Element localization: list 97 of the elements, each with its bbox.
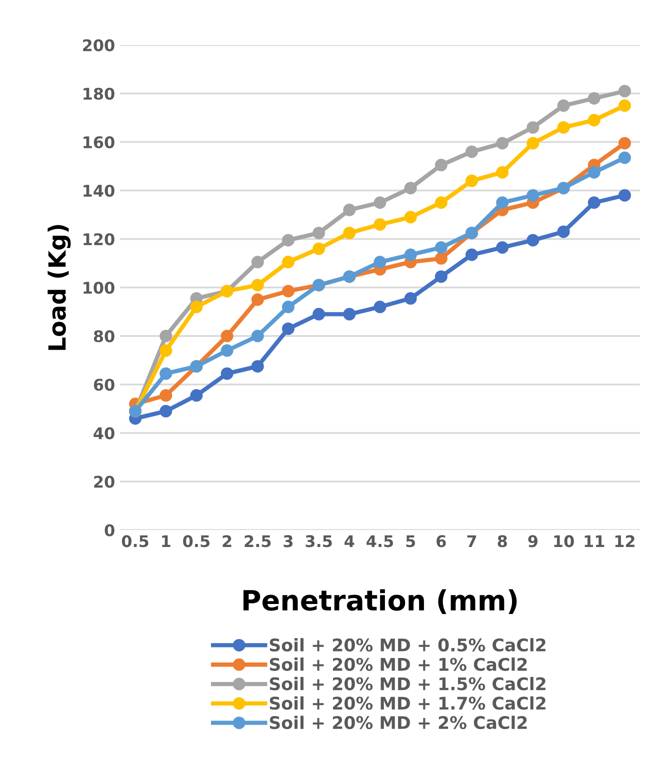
point xyxy=(160,404,172,418)
point xyxy=(190,389,203,402)
point xyxy=(434,158,448,172)
point xyxy=(618,84,631,98)
point xyxy=(160,344,172,357)
point xyxy=(282,284,294,298)
point xyxy=(312,242,326,255)
point xyxy=(343,226,356,240)
point xyxy=(434,270,448,283)
point xyxy=(282,256,294,268)
point xyxy=(251,278,264,292)
point xyxy=(220,344,234,357)
y-tick-label: 120 xyxy=(84,233,114,246)
x-tick-label: 2.5 xyxy=(244,535,271,548)
point xyxy=(557,225,570,238)
point xyxy=(557,99,570,112)
x-tick-label: 2 xyxy=(222,535,232,547)
point xyxy=(526,189,540,202)
point xyxy=(466,145,478,158)
y-tick-label: 160 xyxy=(84,136,114,148)
point xyxy=(160,389,172,402)
point xyxy=(618,189,631,202)
y-tick-label: 200 xyxy=(83,39,114,52)
point xyxy=(312,226,326,240)
point xyxy=(526,234,540,246)
x-tick-label: 4.5 xyxy=(366,535,394,548)
point xyxy=(588,114,600,126)
point xyxy=(282,234,294,246)
y-tick-label: 100 xyxy=(84,282,114,294)
y-tick-label: 20 xyxy=(94,476,114,488)
point xyxy=(466,248,478,262)
point xyxy=(496,241,509,254)
point xyxy=(588,166,600,179)
point xyxy=(251,330,264,342)
point xyxy=(251,360,264,373)
point xyxy=(374,300,386,314)
point xyxy=(251,256,264,268)
point xyxy=(374,196,386,209)
point xyxy=(496,136,509,150)
point xyxy=(496,166,509,179)
point xyxy=(190,300,203,314)
point xyxy=(220,330,234,342)
legend-label: Soil + 20% MD + 1.5% CaCl2 xyxy=(270,676,546,690)
point xyxy=(496,196,509,209)
point xyxy=(526,121,540,134)
point xyxy=(374,256,386,268)
x-tick-label: 1 xyxy=(162,535,170,547)
point xyxy=(343,204,356,216)
x-tick-label: 0.5 xyxy=(122,535,148,548)
x-tick-label: 4 xyxy=(344,535,354,547)
x-tick-label: 11 xyxy=(584,535,604,547)
point xyxy=(588,196,600,209)
point xyxy=(404,292,417,305)
point xyxy=(404,182,417,194)
point xyxy=(160,367,172,380)
y-tick-label: 180 xyxy=(84,88,114,100)
x-axis-title: Penetration (mm) xyxy=(243,589,517,614)
point xyxy=(557,121,570,134)
y-axis-title: Load (Kg) xyxy=(48,224,71,350)
point xyxy=(282,300,294,314)
point xyxy=(282,322,294,335)
x-tick-label: 3.5 xyxy=(306,535,332,548)
point xyxy=(588,92,600,105)
y-tick-label: 0 xyxy=(104,524,114,536)
point xyxy=(526,136,540,150)
x-tick-label: 5 xyxy=(406,535,416,548)
legend-label: Soil + 20% MD + 0.5% CaCl2 xyxy=(270,638,546,652)
y-tick-label: 60 xyxy=(94,378,114,391)
y-tick-label: 40 xyxy=(94,427,114,440)
x-tick-label: 3 xyxy=(284,535,293,548)
point xyxy=(404,248,417,262)
x-tick-label: 8 xyxy=(498,535,507,548)
legend-label: Soil + 20% MD + 1% CaCl2 xyxy=(270,658,527,671)
point xyxy=(220,367,234,380)
point xyxy=(466,174,478,188)
x-tick-label: 9 xyxy=(528,535,538,548)
point xyxy=(618,136,631,150)
point xyxy=(618,152,631,164)
y-tick-label: 140 xyxy=(84,184,114,197)
point xyxy=(374,218,386,231)
point xyxy=(343,308,356,320)
x-tick-label: 0.5 xyxy=(183,535,210,548)
point xyxy=(160,330,172,342)
point xyxy=(618,99,631,112)
point xyxy=(312,308,326,320)
legend-label: Soil + 20% MD + 2% CaCl2 xyxy=(270,716,527,730)
legend-label: Soil + 20% MD + 1.7% CaCl2 xyxy=(270,696,546,710)
point xyxy=(434,252,448,265)
x-tick-label: 6 xyxy=(436,535,446,548)
x-tick-label: 7 xyxy=(467,535,476,547)
point xyxy=(434,196,448,209)
y-tick-label: 80 xyxy=(94,330,114,342)
x-tick-label: 12 xyxy=(615,535,634,547)
point xyxy=(251,293,264,306)
point xyxy=(434,241,448,254)
x-tick-label: 10 xyxy=(554,535,574,548)
point xyxy=(404,210,417,224)
